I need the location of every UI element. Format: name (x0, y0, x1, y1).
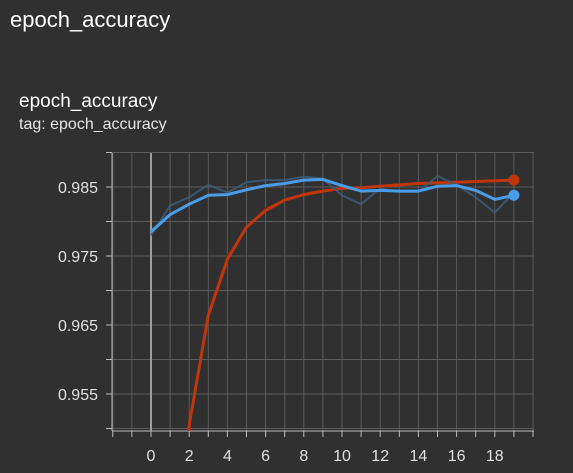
chart-tick-labels: 0 2 4 6 8 10 12 14 16 18 0.955 0.965 0.975 0.985 (58, 180, 504, 465)
series-smoothed-line-1 (149, 177, 515, 233)
x-tick-label: 10 (333, 448, 351, 465)
x-tick-label: 2 (185, 448, 194, 465)
x-tick-label: 4 (223, 448, 232, 465)
y-tick-label: 0.985 (58, 180, 98, 197)
chart-series (149, 174, 520, 431)
y-tick-label: 0.955 (58, 387, 98, 404)
y-tick-label: 0.975 (58, 249, 98, 266)
x-tick-label: 12 (371, 448, 389, 465)
series-0 (187, 178, 514, 431)
y-tick-label: 0.965 (58, 318, 98, 335)
page-title: epoch_accuracy (10, 7, 171, 32)
chart-grid (112, 152, 534, 431)
x-tick-label: 14 (410, 448, 428, 465)
chart-axes (106, 152, 534, 437)
series-smoothed-line-0 (187, 178, 514, 431)
series-1 (149, 174, 515, 236)
x-tick-label: 18 (486, 448, 504, 465)
x-tick-label: 6 (261, 448, 270, 465)
x-tick-label: 0 (147, 448, 156, 465)
series-raw-line-1 (150, 174, 515, 236)
card-tag: tag: epoch_accuracy (19, 116, 167, 133)
card-title: epoch_accuracy (19, 91, 158, 112)
series-end-marker-1 (508, 189, 520, 201)
x-tick-label: 16 (448, 448, 466, 465)
series-end-marker-0 (508, 174, 520, 186)
x-tick-label: 8 (299, 448, 308, 465)
